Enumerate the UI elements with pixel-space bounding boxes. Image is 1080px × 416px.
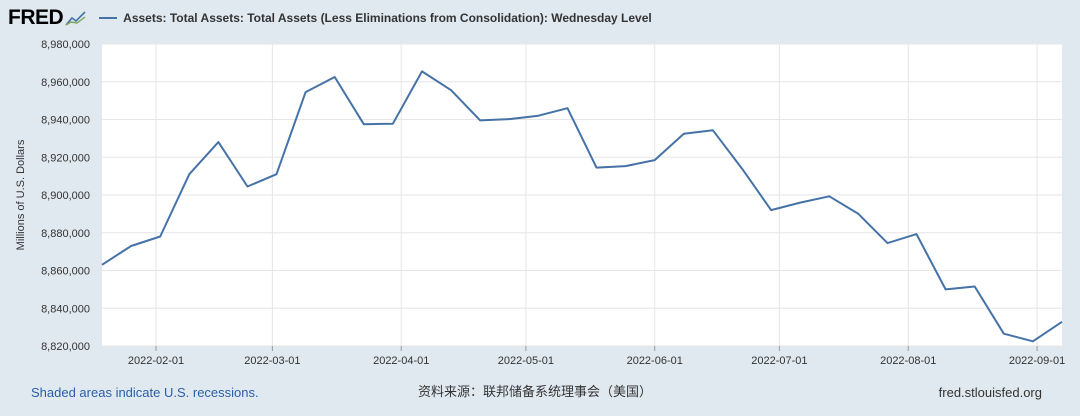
y-tick-label: 8,860,000	[41, 266, 90, 278]
y-tick-label: 8,820,000	[41, 341, 90, 353]
grid-lines	[102, 43, 1062, 351]
data-point[interactable]	[388, 119, 398, 129]
data-point[interactable]	[941, 284, 951, 294]
data-point[interactable]	[97, 260, 107, 270]
y-axis-label: Millions of U.S. Dollars	[15, 139, 27, 250]
x-tick-label: 2022-06-01	[627, 355, 683, 367]
source-note: 资料来源：联邦储备系统理事会（美国）	[418, 384, 653, 399]
y-tick-label: 8,900,000	[41, 190, 90, 202]
y-tick-label: 8,920,000	[41, 152, 90, 164]
data-point[interactable]	[1028, 336, 1038, 346]
x-tick-label: 2022-05-01	[498, 355, 554, 367]
data-point[interactable]	[359, 119, 369, 129]
data-point[interactable]	[562, 103, 572, 113]
fred-site-link[interactable]: fred.stlouisfed.org	[938, 385, 1042, 400]
x-tick-label: 2022-08-01	[880, 355, 936, 367]
data-point[interactable]	[126, 241, 136, 251]
data-point[interactable]	[1057, 317, 1067, 327]
data-point[interactable]	[679, 129, 689, 139]
y-tick-label: 8,980,000	[41, 39, 90, 51]
x-tick-label: 2022-03-01	[244, 355, 300, 367]
x-tick-label: 2022-09-01	[1009, 355, 1065, 367]
data-point[interactable]	[272, 169, 282, 179]
recession-note[interactable]: Shaded areas indicate U.S. recessions.	[31, 385, 259, 400]
data-point[interactable]	[824, 191, 834, 201]
chart-header: FRED Assets: Total Assets: Total Assets …	[8, 6, 652, 30]
fred-logo[interactable]: FRED	[8, 6, 64, 29]
data-point[interactable]	[242, 182, 252, 192]
data-point[interactable]	[533, 111, 543, 121]
data-point[interactable]	[213, 137, 223, 147]
data-point[interactable]	[504, 114, 514, 124]
legend-line-swatch	[99, 17, 118, 19]
y-axis-tick-labels: 8,820,000 8,840,000 8,860,000 8,880,000 8,90…	[41, 39, 90, 353]
y-tick-label: 8,960,000	[41, 77, 90, 89]
data-point[interactable]	[155, 232, 165, 242]
data-point[interactable]	[766, 205, 776, 215]
data-point[interactable]	[592, 163, 602, 173]
data-point[interactable]	[621, 161, 631, 171]
data-point[interactable]	[330, 72, 340, 82]
data-point[interactable]	[999, 329, 1009, 339]
y-tick-label: 8,880,000	[41, 228, 90, 240]
data-point[interactable]	[184, 169, 194, 179]
y-tick-label: 8,840,000	[41, 303, 90, 315]
y-tick-label: 8,940,000	[41, 115, 90, 127]
data-point[interactable]	[970, 282, 980, 292]
data-point[interactable]	[417, 66, 427, 76]
fred-logo-graph-icon	[65, 9, 88, 27]
data-point[interactable]	[853, 209, 863, 219]
legend-label[interactable]: Assets: Total Assets: Total Assets (Less…	[123, 11, 652, 25]
data-point[interactable]	[475, 115, 485, 125]
data-point[interactable]	[795, 198, 805, 208]
x-tick-label: 2022-04-01	[373, 355, 429, 367]
series-line[interactable]	[101, 70, 1063, 343]
data-point[interactable]	[882, 238, 892, 248]
x-tick-label: 2022-02-01	[128, 355, 184, 367]
data-point[interactable]	[301, 87, 311, 97]
data-point[interactable]	[912, 229, 922, 239]
data-point[interactable]	[737, 164, 747, 174]
data-point[interactable]	[650, 155, 660, 165]
x-tick-label: 2022-07-01	[751, 355, 807, 367]
x-axis-tick-labels: 2022-02-01 2022-03-01 2022-04-01 2022-05-01…	[128, 355, 1065, 367]
data-point[interactable]	[708, 125, 718, 135]
data-point[interactable]	[446, 85, 456, 95]
